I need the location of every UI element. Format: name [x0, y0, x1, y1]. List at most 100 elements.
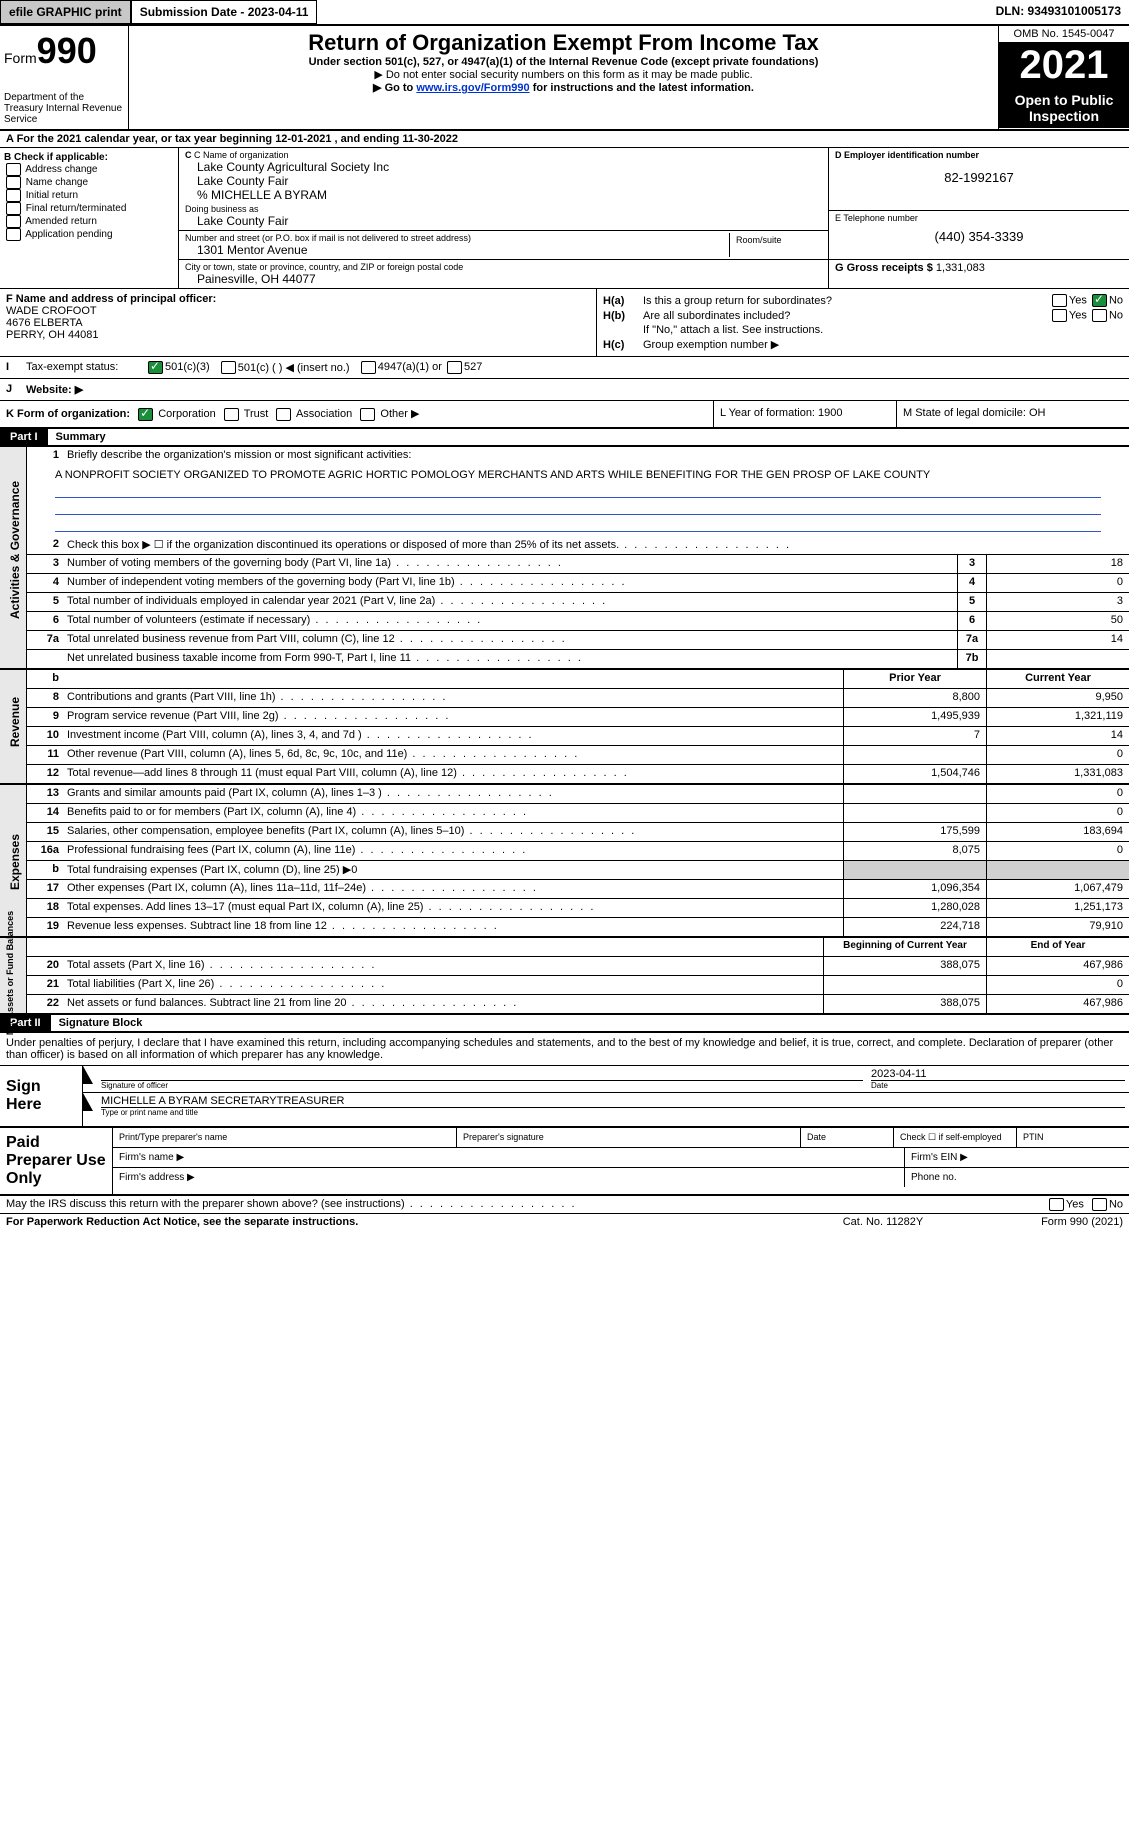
hb-note: If "No," attach a list. See instructions… [643, 324, 1123, 336]
prep-fein: Firm's EIN ▶ [905, 1148, 1129, 1167]
prep-c4: Check ☐ if self-employed [894, 1128, 1017, 1147]
part1-header: Part I Summary [0, 429, 1129, 447]
b-checkbox[interactable] [6, 163, 21, 176]
sig-date-lbl: Date [871, 1080, 1125, 1090]
footer-notice: For Paperwork Reduction Act Notice, see … [6, 1216, 803, 1228]
row-i: I Tax-exempt status: 501(c)(3) 501(c) ( … [0, 357, 1129, 379]
ein-lbl: D Employer identification number [835, 150, 979, 160]
form-prefix: Form [4, 50, 37, 66]
k-corp-checkbox[interactable] [138, 408, 153, 421]
city-lbl: City or town, state or province, country… [185, 262, 822, 272]
sign-here-block: Sign Here Signature of officer 2023-04-1… [0, 1066, 1129, 1128]
discuss-no-checkbox[interactable] [1092, 1198, 1107, 1211]
page-footer: For Paperwork Reduction Act Notice, see … [0, 1214, 1129, 1230]
prep-c2: Preparer's signature [457, 1128, 801, 1147]
prep-fname: Firm's name ▶ [113, 1148, 905, 1167]
goto-suffix: for instructions and the latest informat… [530, 82, 754, 94]
b-checkbox[interactable] [6, 176, 21, 189]
i-o1: 501(c)(3) [165, 361, 210, 374]
hb-text: Are all subordinates included? [643, 310, 973, 322]
form-header: Form990 Department of the Treasury Inter… [0, 26, 1129, 131]
part2-title: Signature Block [51, 1015, 151, 1031]
sig-arrow-icon-2 [83, 1093, 93, 1111]
i-527-checkbox[interactable] [447, 361, 462, 374]
hdr-beg-year: Beginning of Current Year [823, 938, 986, 956]
form-number: 990 [37, 30, 97, 71]
dept-treasury: Department of the Treasury Internal Reve… [4, 92, 124, 125]
k-o4: Other ▶ [380, 408, 419, 420]
b-checkbox[interactable] [6, 189, 21, 202]
k-trust-checkbox[interactable] [224, 408, 239, 421]
hc-text: Group exemption number ▶ [643, 338, 1123, 351]
sec-expenses: Expenses 13Grants and similar amounts pa… [0, 785, 1129, 938]
dba-lbl: Doing business as [185, 204, 822, 214]
goto-prefix: Go to [373, 82, 416, 94]
phone-value: (440) 354-3339 [835, 229, 1123, 244]
sig-date: 2023-04-11 [871, 1068, 1125, 1080]
irs-link[interactable]: www.irs.gov/Form990 [416, 82, 529, 94]
officer-name: WADE CROFOOT [6, 305, 590, 317]
j-lbl: Website: ▶ [26, 384, 83, 396]
b-checkbox[interactable] [6, 202, 21, 215]
sig-officer-lbl: Signature of officer [101, 1080, 863, 1090]
top-toolbar: efile GRAPHIC print Submission Date - 20… [0, 0, 1129, 26]
k-other-checkbox[interactable] [360, 408, 375, 421]
row-klm: K Form of organization: Corporation Trus… [0, 401, 1129, 429]
sec-activities: Activities & Governance 1Briefly describ… [0, 447, 1129, 670]
paid-prep-lbl: Paid Preparer Use Only [0, 1128, 112, 1194]
hdr-current-year: Current Year [986, 670, 1129, 688]
gross-lbl: G Gross receipts $ [835, 262, 933, 274]
prep-c1: Print/Type preparer's name [113, 1128, 457, 1147]
c-name-lbl: C Name of organization [194, 150, 289, 160]
i-o4: 527 [464, 361, 482, 374]
hb-no-checkbox[interactable] [1092, 309, 1107, 322]
prep-c3: Date [801, 1128, 894, 1147]
street-lbl: Number and street (or P.O. box if mail i… [185, 233, 729, 243]
mission-text: A NONPROFIT SOCIETY ORGANIZED TO PROMOTE… [55, 469, 1101, 481]
k-lbl: K Form of organization: [6, 408, 130, 420]
irs-discuss-row: May the IRS discuss this return with the… [0, 1196, 1129, 1214]
i-4947-checkbox[interactable] [361, 361, 376, 374]
f-lbl: F Name and address of principal officer: [6, 293, 216, 305]
vtab-rev: Revenue [8, 657, 22, 787]
sig-intro: Under penalties of perjury, I declare th… [0, 1033, 1129, 1066]
i-o3: 4947(a)(1) or [378, 361, 442, 374]
part1-title: Summary [48, 429, 114, 445]
gross-value: 1,331,083 [936, 262, 985, 274]
org-name-3: % MICHELLE A BYRAM [185, 188, 822, 202]
hb-yes-checkbox[interactable] [1052, 309, 1067, 322]
i-501c-checkbox[interactable] [221, 361, 236, 374]
org-name-2: Lake County Fair [185, 174, 822, 188]
hdr-end-year: End of Year [986, 938, 1129, 956]
form-title: Return of Organization Exempt From Incom… [133, 30, 994, 56]
ha-yes-checkbox[interactable] [1052, 294, 1067, 307]
prep-c5: PTIN [1017, 1128, 1129, 1147]
b-title: B Check if applicable: [4, 152, 174, 163]
open-to-public: Open to Public Inspection [999, 88, 1129, 128]
b-checkbox[interactable] [6, 215, 21, 228]
city-value: Painesville, OH 44077 [185, 272, 822, 286]
efile-button[interactable]: efile GRAPHIC print [0, 0, 131, 24]
l-year: L Year of formation: 1900 [714, 401, 897, 427]
k-o3: Association [296, 408, 352, 420]
i-lbl: Tax-exempt status: [26, 361, 146, 374]
mission-lbl: Briefly describe the organization's miss… [63, 447, 1129, 465]
submission-date: Submission Date - 2023-04-11 [131, 0, 318, 24]
ha-text: Is this a group return for subordinates? [643, 295, 973, 307]
discuss-yes-checkbox[interactable] [1049, 1198, 1064, 1211]
i-501c3-checkbox[interactable] [148, 361, 163, 374]
paid-preparer-block: Paid Preparer Use Only Print/Type prepar… [0, 1128, 1129, 1196]
part1-num: Part I [0, 429, 48, 445]
footer-form: Form 990 (2021) [963, 1216, 1123, 1228]
ha-no-checkbox[interactable] [1092, 294, 1107, 307]
b-checkbox[interactable] [6, 228, 21, 241]
k-o2: Trust [244, 408, 269, 420]
row-j: J Website: ▶ [0, 379, 1129, 401]
irs-discuss-text: May the IRS discuss this return with the… [6, 1198, 1047, 1211]
sig-arrow-icon [83, 1066, 93, 1084]
k-assoc-checkbox[interactable] [276, 408, 291, 421]
k-o1: Corporation [158, 408, 215, 420]
sig-name-value: MICHELLE A BYRAM SECRETARYTREASURER [101, 1095, 1125, 1107]
street-value: 1301 Mentor Avenue [185, 243, 729, 257]
ssn-note: Do not enter social security numbers on … [133, 68, 994, 81]
